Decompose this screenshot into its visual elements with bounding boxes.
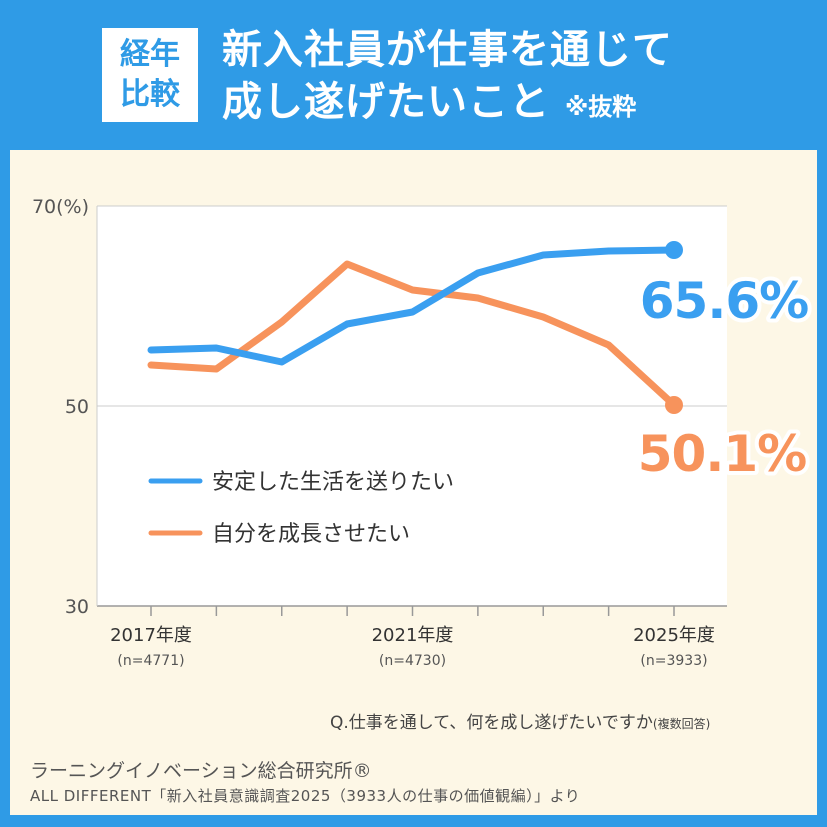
series-end-point bbox=[665, 396, 683, 414]
question-note: (複数回答) bbox=[652, 717, 711, 731]
y-tick-label: 30 bbox=[65, 596, 89, 618]
series-end-point bbox=[665, 241, 683, 259]
series-end-value-label: 50.1% bbox=[638, 425, 806, 483]
x-sample-size-label: (n=4771) bbox=[117, 653, 184, 669]
source-organization: ラーニングイノベーション総合研究所® bbox=[30, 760, 372, 782]
y-tick-label: 50 bbox=[65, 396, 89, 418]
question-text: Q.仕事を通して、何を成し遂げたいですか bbox=[330, 713, 653, 733]
y-tick-label: 70(%) bbox=[32, 196, 89, 218]
title-line-2: 成し遂げたいこと ※抜粋 bbox=[222, 76, 673, 133]
series-line bbox=[147, 246, 678, 366]
legend-label: 自分を成長させたい bbox=[212, 522, 410, 547]
series-end-value-label: 65.6% bbox=[640, 272, 808, 330]
x-tick-label: 2025年度 bbox=[633, 625, 715, 646]
badge-line-1: 経年 bbox=[120, 37, 180, 72]
title-note: ※抜粋 bbox=[564, 93, 637, 121]
survey-question: Q.仕事を通して、何を成し遂げたいですか(複数回答) bbox=[330, 708, 710, 733]
x-sample-size-label: (n=3933) bbox=[640, 653, 707, 669]
legend-label: 安定した生活を送りたい bbox=[212, 470, 454, 495]
comparison-badge: 経年 比較 bbox=[102, 28, 198, 122]
source-citation: ALL DIFFERENT「新入社員意識調査2025（3933人の仕事の価値観編… bbox=[30, 787, 581, 805]
page-title: 新入社員が仕事を通じて 成し遂げたいこと ※抜粋 bbox=[222, 24, 673, 133]
x-sample-size-label: (n=4730) bbox=[379, 653, 446, 669]
x-tick-label: 2021年度 bbox=[372, 625, 454, 646]
title-line-1: 新入社員が仕事を通じて bbox=[222, 27, 673, 73]
x-tick-label: 2017年度 bbox=[110, 625, 192, 646]
title-line-2-text: 成し遂げたいこと bbox=[222, 79, 550, 125]
header-banner: 経年 比較 新入社員が仕事を通じて 成し遂げたいこと ※抜粋 bbox=[0, 0, 827, 150]
badge-line-2: 比較 bbox=[120, 77, 180, 112]
